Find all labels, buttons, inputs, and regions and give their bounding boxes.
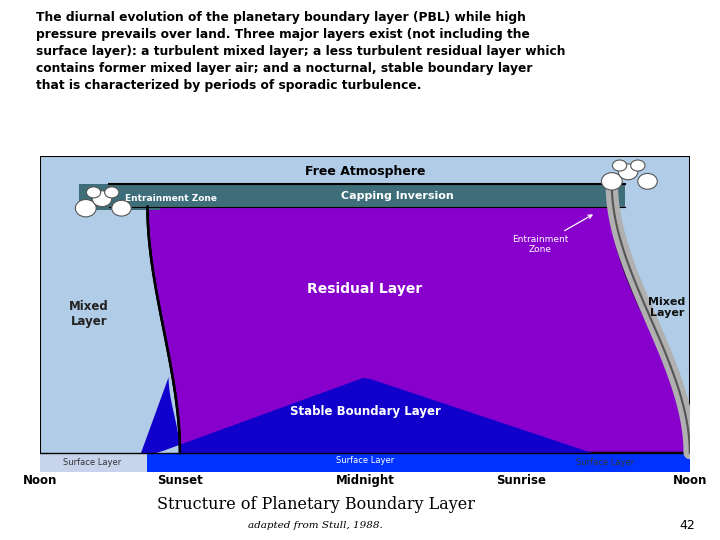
Ellipse shape bbox=[76, 199, 96, 217]
Text: 42: 42 bbox=[679, 519, 695, 532]
Text: Surface Layer: Surface Layer bbox=[336, 456, 394, 465]
Ellipse shape bbox=[618, 164, 638, 180]
Text: Midnight: Midnight bbox=[336, 474, 395, 487]
Ellipse shape bbox=[92, 191, 112, 207]
Text: Surface Layer: Surface Layer bbox=[63, 458, 122, 467]
Ellipse shape bbox=[631, 160, 645, 171]
Text: Mixed
Layer: Mixed Layer bbox=[69, 300, 109, 328]
Bar bbox=[40, 453, 148, 472]
Text: Free Atmosphere: Free Atmosphere bbox=[305, 165, 426, 178]
Text: Capping Inversion: Capping Inversion bbox=[341, 191, 454, 200]
Text: Structure of Planetary Boundary Layer: Structure of Planetary Boundary Layer bbox=[157, 496, 474, 513]
Bar bbox=[141, 185, 625, 207]
Polygon shape bbox=[141, 374, 690, 453]
Polygon shape bbox=[148, 207, 690, 453]
Ellipse shape bbox=[104, 187, 119, 198]
Text: Stable Boundary Layer: Stable Boundary Layer bbox=[289, 406, 441, 419]
Text: The diurnal evolution of the planetary boundary layer (PBL) while high
pressure : The diurnal evolution of the planetary b… bbox=[36, 11, 565, 92]
Text: Residual Layer: Residual Layer bbox=[307, 282, 423, 296]
Ellipse shape bbox=[638, 173, 657, 189]
Text: Noon: Noon bbox=[672, 474, 707, 487]
Bar bbox=[141, 453, 690, 472]
Ellipse shape bbox=[86, 187, 101, 198]
Text: Entrainment
Zone: Entrainment Zone bbox=[512, 215, 592, 254]
Text: Mixed
Layer: Mixed Layer bbox=[649, 297, 685, 319]
Bar bbox=[79, 185, 161, 210]
Ellipse shape bbox=[601, 173, 622, 190]
Text: adapted from Stull, 1988.: adapted from Stull, 1988. bbox=[248, 521, 383, 530]
Text: Surface Layer: Surface Layer bbox=[576, 458, 634, 467]
Ellipse shape bbox=[613, 160, 627, 171]
Text: Noon: Noon bbox=[23, 474, 58, 487]
Text: Sunset: Sunset bbox=[157, 474, 203, 487]
Text: Sunrise: Sunrise bbox=[496, 474, 546, 487]
Text: Entrainment Zone: Entrainment Zone bbox=[125, 194, 217, 203]
Ellipse shape bbox=[112, 200, 131, 216]
